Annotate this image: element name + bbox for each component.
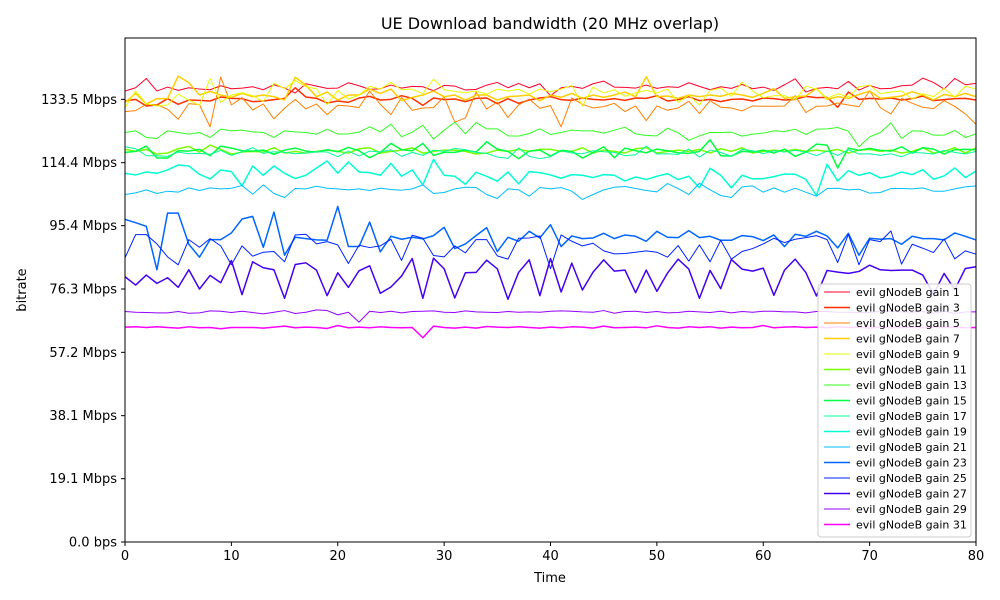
x-axis-title: Time xyxy=(533,571,566,586)
legend-entry: evil gNodeB gain 17 xyxy=(856,410,967,423)
series-line-11 xyxy=(124,182,977,200)
y-tick-label: 19.1 Mbps xyxy=(49,472,117,487)
x-tick-label: 10 xyxy=(223,549,240,564)
y-tick-label: 0.0 bps xyxy=(69,536,117,551)
x-tick-label: 80 xyxy=(968,549,985,564)
series-line-7 xyxy=(124,121,977,148)
x-tick-label: 40 xyxy=(542,549,559,564)
series-line-10 xyxy=(124,158,977,197)
legend-entry: evil gNodeB gain 15 xyxy=(856,395,967,408)
series-line-14 xyxy=(124,257,977,301)
series-line-12 xyxy=(124,205,977,271)
legend-entry: evil gNodeB gain 7 xyxy=(856,333,960,346)
x-tick-label: 70 xyxy=(861,549,878,564)
legend-entry: evil gNodeB gain 3 xyxy=(856,302,960,315)
series-line-2 xyxy=(124,86,977,109)
y-tick-label: 95.4 Mbps xyxy=(49,219,117,234)
legend-entry: evil gNodeB gain 11 xyxy=(856,364,967,377)
legend-entry: evil gNodeB gain 19 xyxy=(856,426,967,439)
chart-title: UE Download bandwidth (20 MHz overlap) xyxy=(381,14,719,33)
series-line-8 xyxy=(124,139,977,169)
x-tick-label: 0 xyxy=(121,549,129,564)
y-tick-label: 76.3 Mbps xyxy=(49,283,117,298)
x-tick-label: 30 xyxy=(436,549,453,564)
x-axis: 0 10 20 30 40 50 60 70 80 xyxy=(121,542,984,564)
plot-lines xyxy=(124,75,977,339)
legend-entry: evil gNodeB gain 5 xyxy=(856,317,960,330)
legend-entry: evil gNodeB gain 23 xyxy=(856,457,967,470)
legend-entry: evil gNodeB gain 9 xyxy=(856,348,960,361)
series-line-5 xyxy=(124,77,977,108)
series-line-6 xyxy=(124,144,977,155)
y-tick-label: 133.5 Mbps xyxy=(41,93,117,108)
x-tick-label: 50 xyxy=(649,549,666,564)
y-tick-label: 57.2 Mbps xyxy=(49,346,117,361)
series-line-4 xyxy=(124,75,977,105)
legend-entry: evil gNodeB gain 27 xyxy=(856,488,967,501)
y-axis-title: bitrate xyxy=(15,268,30,311)
legend-entry: evil gNodeB gain 1 xyxy=(856,286,960,299)
legend-entry: evil gNodeB gain 31 xyxy=(856,519,967,532)
series-line-9 xyxy=(124,145,977,160)
legend-entry: evil gNodeB gain 29 xyxy=(856,503,967,516)
series-line-3 xyxy=(124,76,977,128)
y-axis: 0.0 bps 19.1 Mbps 38.1 Mbps 57.2 Mbps 76.3 M… xyxy=(41,93,125,551)
legend-frame xyxy=(817,283,972,538)
x-tick-label: 20 xyxy=(329,549,346,564)
legend-entry: evil gNodeB gain 21 xyxy=(856,441,967,454)
legend: evil gNodeB gain 1 evil gNodeB gain 3 evil… xyxy=(817,283,972,538)
y-tick-label: 38.1 Mbps xyxy=(49,409,117,424)
legend-entry: evil gNodeB gain 25 xyxy=(856,472,967,485)
legend-entry: evil gNodeB gain 13 xyxy=(856,379,967,392)
series-line-13 xyxy=(124,230,977,270)
x-tick-label: 60 xyxy=(755,549,772,564)
y-tick-label: 114.4 Mbps xyxy=(41,156,117,171)
